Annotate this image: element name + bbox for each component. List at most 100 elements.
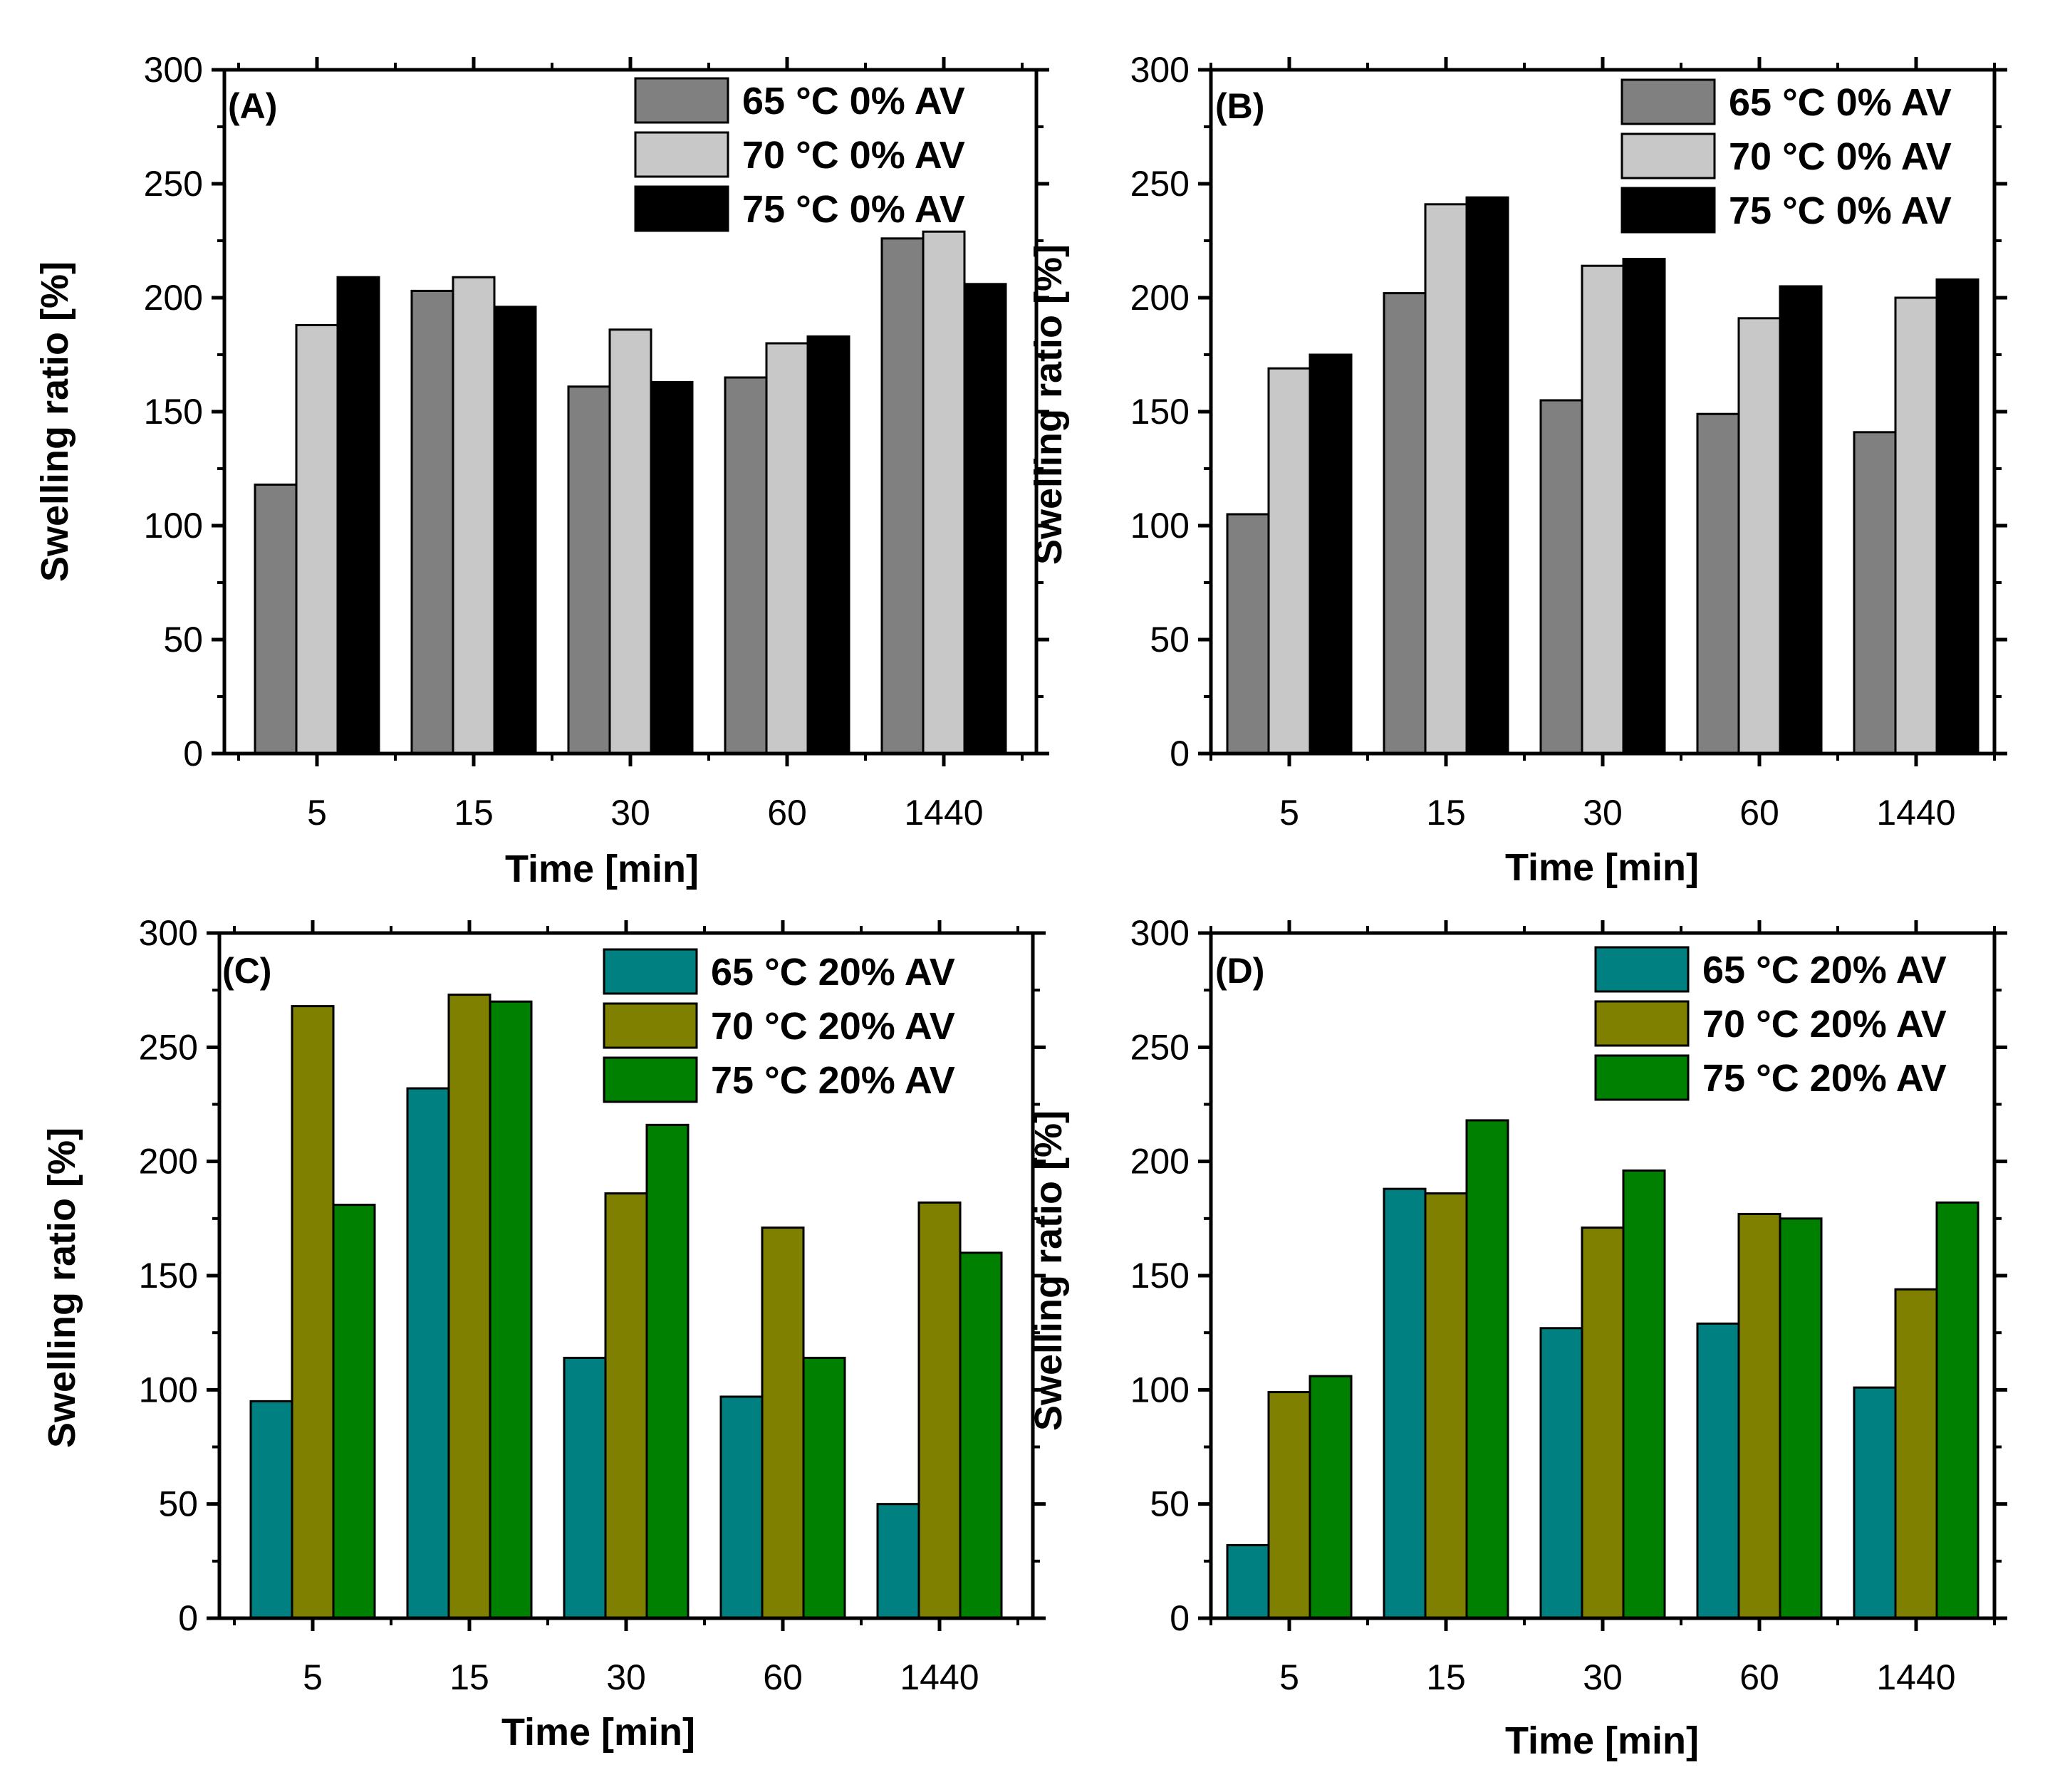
bar-75-c-0-av-t1440 [963, 283, 1007, 755]
y-tick-label: 100 [144, 506, 203, 546]
legend: 65 °C 20% AV 70 °C 20% AV 75 °C 20% AV [1594, 946, 1947, 1101]
bar-65-c-0-av-t15 [410, 289, 454, 755]
bar-75-c-20-av-t60 [802, 1356, 846, 1620]
bar-65-c-20-av-t5 [249, 1400, 293, 1620]
bar-70-c-0-av-t15 [452, 276, 496, 755]
bar-70-c-0-av-t60 [1737, 317, 1781, 755]
y-tick-label: 300 [139, 913, 198, 953]
bar-70-c-0-av-t30 [608, 328, 652, 755]
x-tick-label: 60 [767, 793, 807, 833]
x-tick-label: 5 [1279, 793, 1299, 833]
axes: 0 50 100 150 200 250 300 5 15 30 60 1440 [1130, 50, 2007, 833]
y-tick-label: 250 [1130, 164, 1190, 204]
legend-swatch-70c [603, 1002, 698, 1049]
legend-label-75c: 75 °C 20% AV [711, 1059, 955, 1102]
bar-70-c-0-av-t30 [1581, 264, 1625, 755]
legend: 65 °C 0% AV 70 °C 0% AV 75 °C 0% AV [1620, 78, 1952, 234]
legend-swatch-70c [1594, 1000, 1690, 1047]
y-tick-label: 250 [1130, 1027, 1190, 1067]
bar-75-c-0-av-t30 [650, 380, 694, 755]
bar-65-c-0-av-t1440 [1853, 431, 1897, 755]
legend-swatch-65c [1594, 946, 1690, 993]
bar-75-c-0-av-t5 [336, 276, 380, 755]
x-tick-label: 30 [1583, 793, 1623, 833]
y-axis-title: Swelling ratio [%] [41, 1127, 83, 1448]
y-tick-label: 200 [1130, 278, 1190, 318]
bar-65-c-20-av-t60 [1696, 1322, 1740, 1620]
y-tick-label: 150 [144, 392, 203, 432]
bar-75-c-0-av-t1440 [1935, 278, 1979, 755]
bar-65-c-20-av-t60 [719, 1395, 764, 1620]
legend-swatch-75c [1620, 187, 1716, 234]
x-tick-label: 15 [1426, 793, 1466, 833]
x-tick-label: 15 [449, 1657, 489, 1697]
axes: 0 50 100 150 200 250 300 5 15 30 60 1440 [1130, 913, 2007, 1697]
legend-swatch-75c [603, 1056, 698, 1103]
bar-65-c-0-av-t60 [724, 376, 768, 755]
bar-65-c-0-av-t60 [1696, 412, 1740, 755]
bar-65-c-0-av-t30 [567, 385, 611, 755]
legend-swatch-65c [1620, 78, 1716, 125]
legend-label-70c: 70 °C 20% AV [1702, 1003, 1947, 1046]
bar-70-c-20-av-t15 [447, 994, 491, 1620]
bar-70-c-20-av-t5 [291, 1005, 335, 1620]
legend-label-70c: 70 °C 0% AV [742, 134, 965, 177]
bars [1226, 196, 1979, 755]
x-tick-label: 5 [303, 1657, 323, 1697]
y-tick-label: 300 [144, 50, 203, 90]
legend-label-75c: 75 °C 0% AV [742, 188, 965, 231]
bar-75-c-0-av-t15 [1465, 196, 1509, 755]
y-tick-label: 250 [139, 1027, 198, 1067]
y-tick-label: 300 [1130, 913, 1190, 953]
bar-65-c-20-av-t1440 [1853, 1386, 1897, 1620]
panel-c: Swelling ratio [%] Time [min] (C) 65 °C … [41, 913, 1046, 1754]
legend: 65 °C 20% AV 70 °C 20% AV 75 °C 20% AV [603, 948, 955, 1103]
bar-70-c-20-av-t60 [1737, 1212, 1781, 1620]
y-tick-label: 200 [1130, 1142, 1190, 1182]
bar-75-c-0-av-t60 [806, 335, 850, 755]
x-tick-label: 30 [606, 1657, 646, 1697]
bar-70-c-20-av-t30 [1581, 1226, 1625, 1620]
panel-label: (B) [1215, 86, 1264, 126]
y-tick-label: 0 [178, 1598, 198, 1638]
bar-65-c-0-av-t5 [254, 483, 298, 755]
legend-swatch-65c [634, 77, 729, 124]
y-tick-label: 300 [1130, 50, 1190, 90]
axes: 0 50 100 150 200 250 300 5 15 30 60 1440 [144, 50, 1049, 833]
bar-70-c-20-av-t30 [604, 1192, 648, 1620]
legend-swatch-65c [603, 948, 698, 995]
bar-75-c-20-av-t1440 [959, 1251, 1003, 1620]
bar-75-c-20-av-t15 [1465, 1119, 1509, 1620]
legend-label-65c: 65 °C 0% AV [742, 80, 965, 123]
panel-label: (C) [222, 951, 271, 991]
x-axis-title: Time [min] [501, 1711, 695, 1754]
x-tick-label: 60 [1739, 1657, 1779, 1697]
x-axis-title: Time [min] [1505, 1719, 1699, 1762]
x-tick-label: 15 [454, 793, 494, 833]
bar-75-c-20-av-t60 [1779, 1217, 1823, 1620]
bar-65-c-20-av-t15 [406, 1087, 450, 1620]
panel-b: Swelling ratio [%] Time [min] (B) 65 °C … [1027, 50, 2007, 889]
legend-swatch-75c [634, 185, 729, 232]
bar-70-c-20-av-t15 [1424, 1192, 1468, 1620]
legend-label-65c: 65 °C 20% AV [1702, 949, 1947, 991]
y-tick-label: 100 [1130, 1370, 1190, 1410]
bar-70-c-20-av-t5 [1267, 1391, 1311, 1620]
x-tick-label: 60 [1739, 793, 1779, 833]
bar-65-c-0-av-t1440 [880, 237, 925, 755]
bar-70-c-20-av-t1440 [917, 1201, 962, 1620]
x-tick-label: 1440 [1876, 793, 1955, 833]
bar-65-c-20-av-t30 [563, 1356, 607, 1620]
legend-label-75c: 75 °C 0% AV [1729, 189, 1952, 232]
y-tick-label: 50 [163, 620, 203, 660]
bar-75-c-0-av-t60 [1779, 285, 1823, 755]
y-tick-label: 250 [144, 164, 203, 204]
y-tick-label: 50 [158, 1484, 198, 1524]
bar-70-c-0-av-t1440 [1894, 296, 1938, 755]
bar-75-c-20-av-t1440 [1935, 1201, 1979, 1620]
bar-75-c-20-av-t5 [1309, 1375, 1353, 1620]
legend-swatch-70c [634, 131, 729, 178]
panel-label: (D) [1215, 951, 1264, 991]
legend-label-70c: 70 °C 20% AV [711, 1005, 955, 1048]
panel-d: Swelling ratio [%] Time [min] (D) 65 °C … [1027, 913, 2007, 1762]
